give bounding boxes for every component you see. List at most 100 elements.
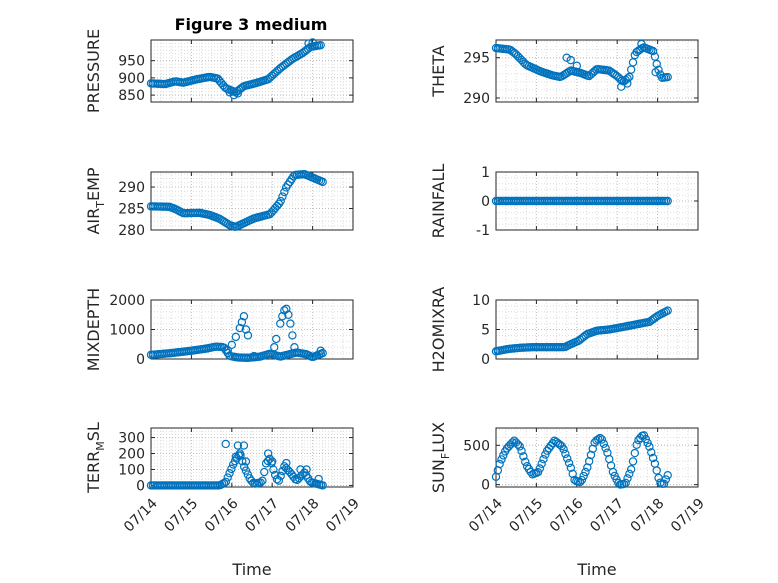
data-point: [231, 332, 241, 342]
data-point: [278, 192, 287, 201]
data-point: [632, 440, 641, 449]
y-tick-label: 300: [118, 431, 145, 447]
data-point: [630, 448, 640, 458]
data-series: [491, 196, 672, 206]
data-point: [625, 469, 634, 479]
x-axis-label: Time: [231, 560, 271, 579]
data-point: [513, 440, 523, 449]
y-axis-label: THETA: [429, 45, 448, 97]
data-series: [491, 306, 672, 356]
data-point: [497, 455, 506, 464]
y-tick-label: 290: [463, 91, 490, 107]
data-point: [563, 454, 572, 463]
data-series: [491, 39, 672, 91]
axes-frame: [495, 39, 699, 103]
data-point: [272, 334, 281, 344]
y-tick-label: 0: [481, 194, 490, 210]
data-point: [302, 465, 311, 474]
data-point: [597, 435, 607, 444]
data-point: [628, 457, 638, 466]
data-point: [265, 454, 274, 464]
data-point: [256, 478, 265, 487]
y-tick-label: -1: [476, 223, 490, 239]
data-point: [225, 469, 234, 478]
subplot-theta: 290 295 THETA: [429, 39, 699, 107]
data-point: [645, 442, 654, 451]
data-point: [581, 467, 590, 477]
data-point: [274, 476, 284, 485]
data-point: [652, 466, 661, 475]
data-point: [249, 351, 259, 361]
y-tick-label: 10: [472, 293, 490, 309]
data-point: [572, 61, 582, 70]
data-point: [263, 449, 273, 458]
data-series: [146, 169, 327, 231]
data-series: [491, 431, 672, 489]
data-point: [623, 74, 632, 83]
data-point: [561, 449, 570, 459]
y-tick-label: 285: [118, 202, 145, 218]
data-point: [276, 319, 285, 328]
data-series: [146, 439, 327, 490]
data-point: [282, 304, 291, 314]
data-point: [316, 40, 325, 50]
y-tick-label: 0: [136, 478, 145, 494]
data-point: [579, 471, 588, 481]
data-point: [623, 474, 632, 483]
data-point: [227, 464, 236, 474]
data-point: [243, 470, 253, 479]
data-point: [566, 463, 576, 473]
data-point: [223, 473, 232, 482]
y-tick-label: 100: [118, 462, 145, 478]
y-tick-label: 0: [481, 478, 490, 494]
y-axis-label: AIRTEMP: [84, 167, 107, 234]
data-point: [599, 439, 608, 449]
data-point: [663, 306, 672, 315]
data-point: [663, 471, 672, 480]
y-tick-label: 290: [118, 180, 145, 196]
y-axis-label: H2OMIXRA: [429, 287, 448, 373]
data-point: [495, 459, 504, 469]
y-tick-label: 850: [118, 88, 145, 104]
y-tick-label: 1000: [109, 323, 145, 339]
data-point: [318, 348, 327, 358]
data-point: [566, 55, 575, 65]
data-point: [258, 476, 267, 485]
y-tick-label: 0: [481, 352, 490, 368]
data-point: [521, 457, 530, 466]
data-point: [239, 312, 249, 321]
data-point: [276, 196, 285, 206]
y-tick-label: 5: [481, 323, 490, 339]
data-point: [243, 331, 253, 340]
data-point: [621, 478, 630, 488]
data-point: [626, 465, 636, 474]
data-point: [288, 331, 297, 340]
data-point: [539, 455, 548, 464]
data-point: [284, 310, 293, 319]
data-point: [541, 450, 550, 459]
figure-title: Figure 3 medium: [175, 15, 328, 34]
data-point: [286, 319, 295, 328]
axes-frame: [150, 39, 354, 103]
data-series: [146, 304, 327, 363]
data-point: [282, 458, 291, 468]
data-point: [651, 68, 660, 77]
data-point: [270, 343, 279, 352]
y-tick-label: 950: [118, 54, 145, 70]
y-axis-label: PRESSURE: [84, 29, 103, 113]
data-point: [535, 464, 545, 473]
subplot-air_temp: 280 285 290 AIRTEMP: [84, 167, 354, 239]
data-point: [515, 442, 524, 451]
y-tick-label: 900: [118, 71, 145, 87]
data-point: [659, 479, 669, 488]
data-point: [227, 340, 236, 350]
y-tick-label: 0: [136, 352, 145, 368]
data-point: [537, 459, 546, 469]
data-point: [221, 477, 231, 487]
data-point: [229, 90, 239, 100]
data-point: [314, 474, 323, 484]
data-point: [595, 433, 605, 443]
data-point: [241, 466, 251, 475]
data-point: [241, 457, 251, 466]
